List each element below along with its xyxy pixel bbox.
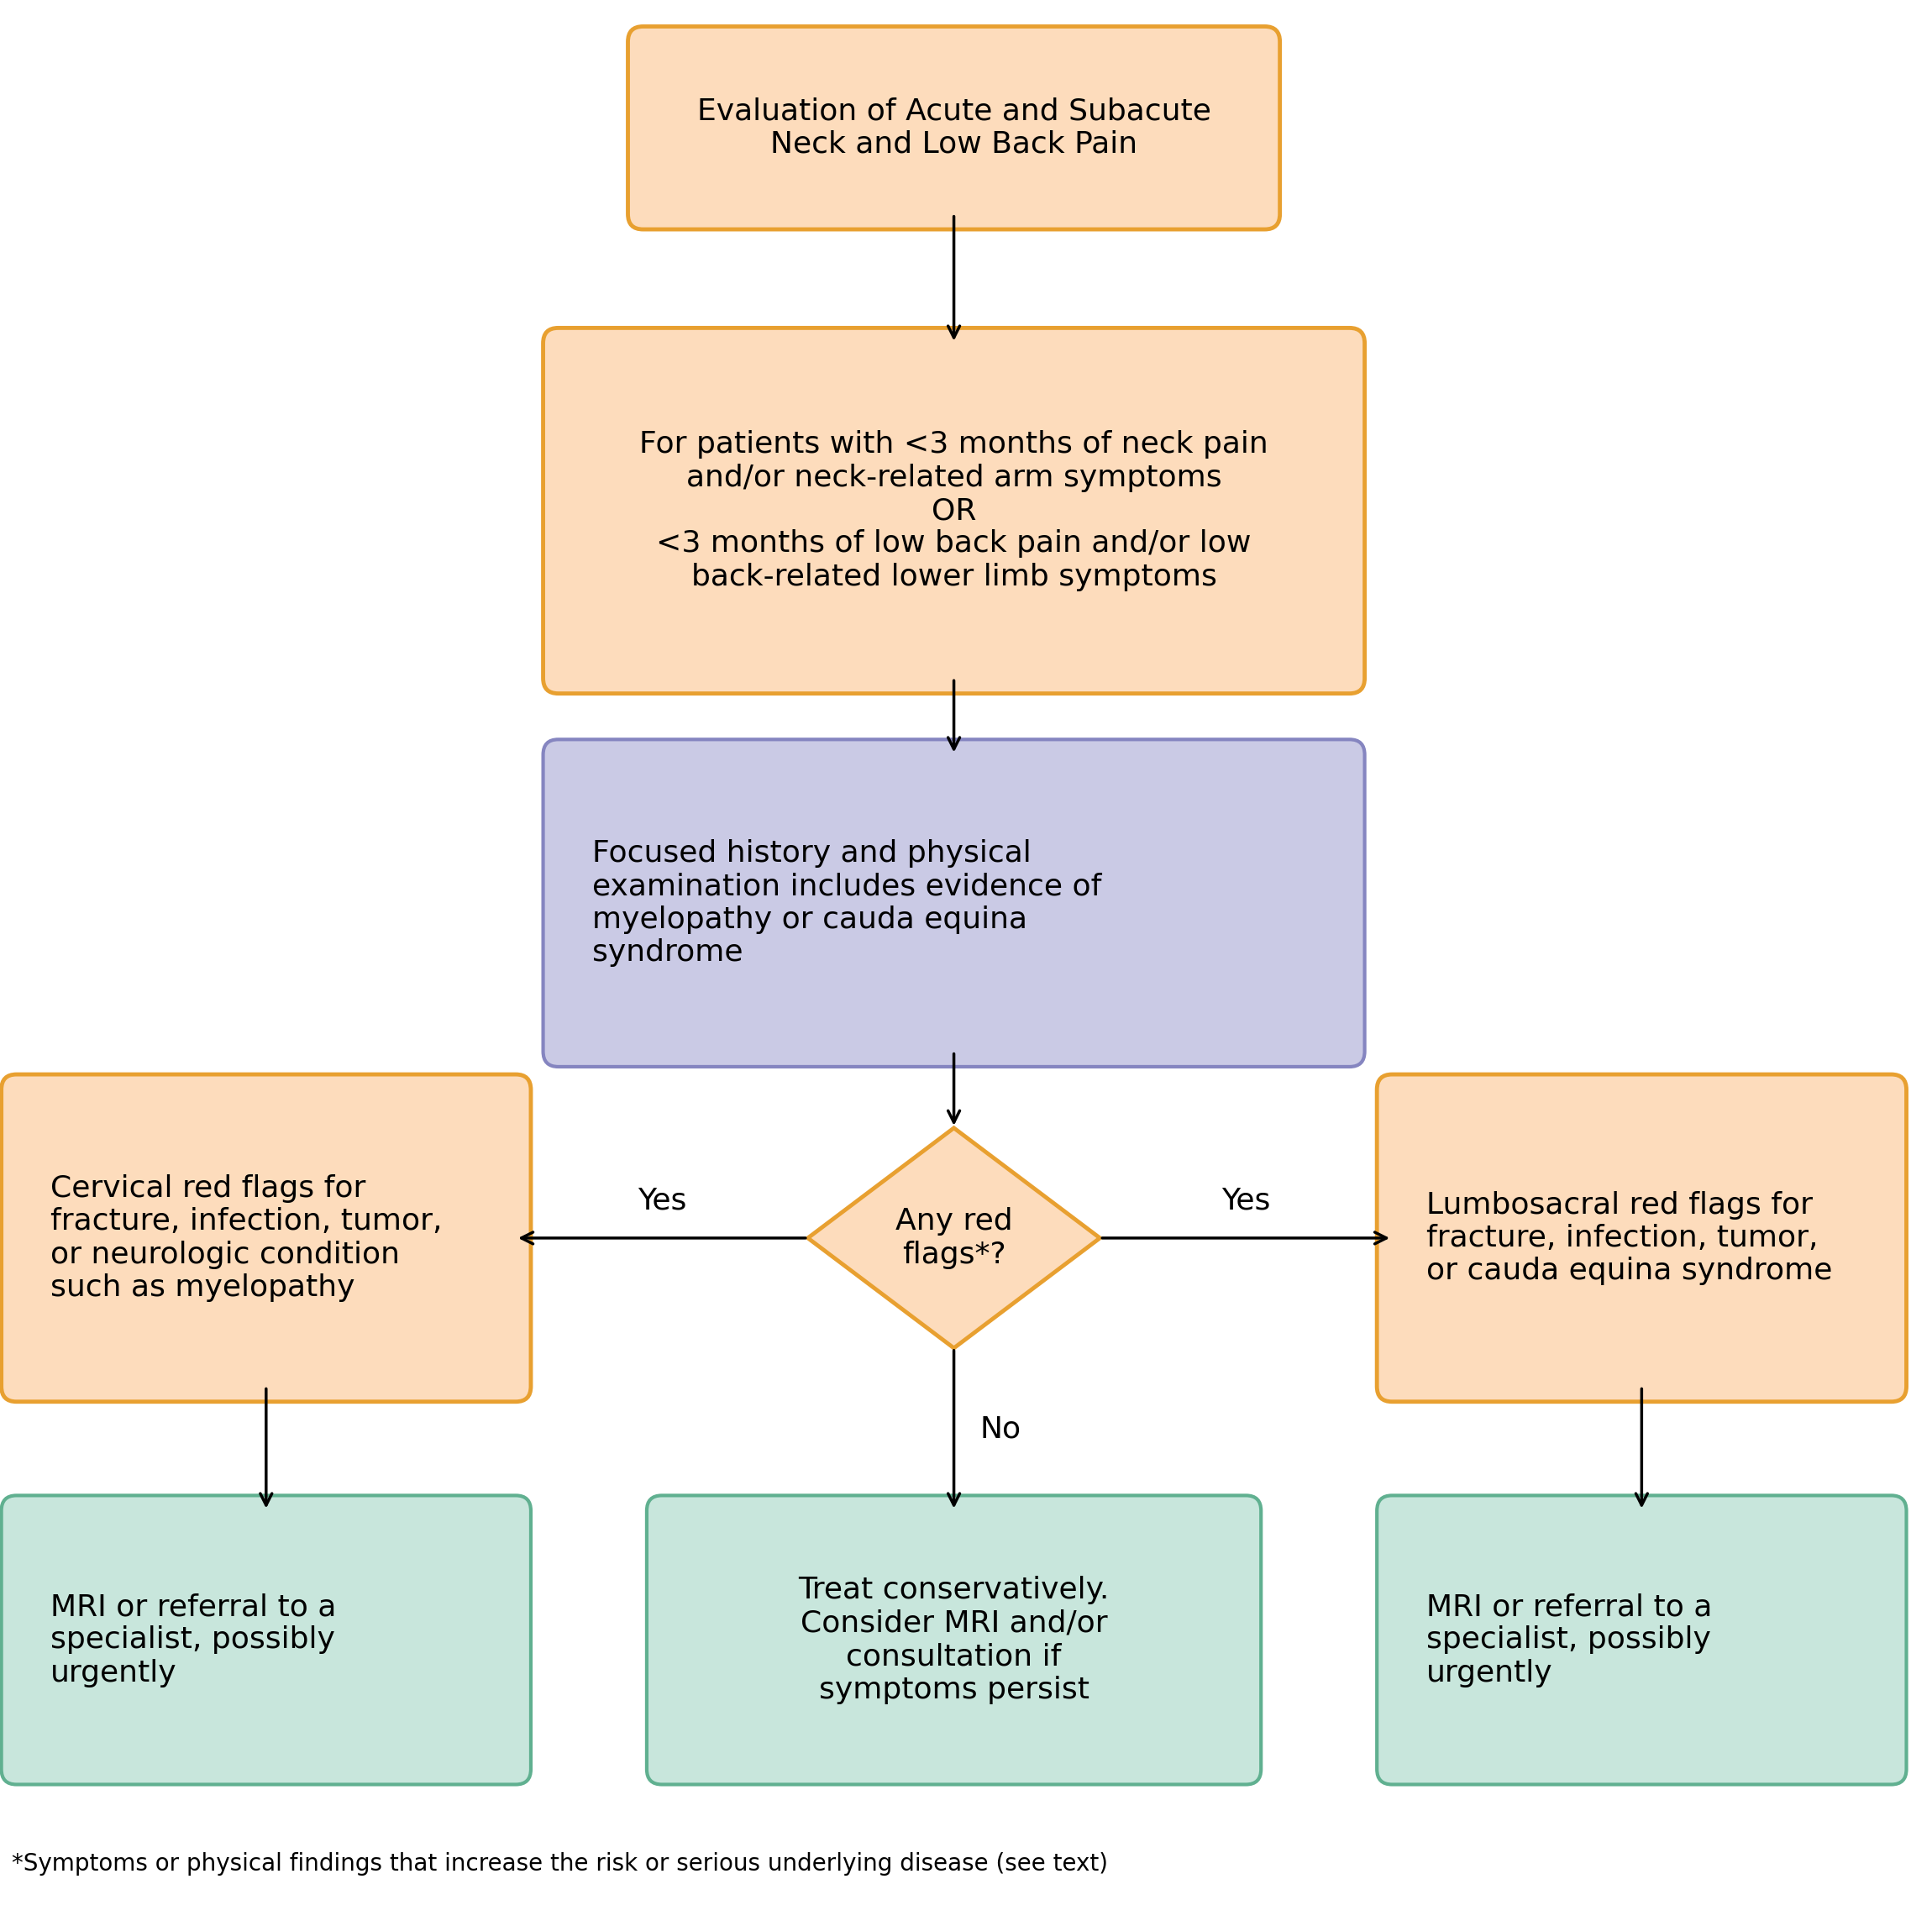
FancyBboxPatch shape: [543, 328, 1364, 693]
Text: MRI or referral to a
specialist, possibly
urgently: MRI or referral to a specialist, possibl…: [50, 1593, 336, 1687]
FancyBboxPatch shape: [647, 1495, 1262, 1785]
FancyBboxPatch shape: [543, 740, 1364, 1066]
Text: Treat conservatively.
Consider MRI and/or
consultation if
symptoms persist: Treat conservatively. Consider MRI and/o…: [798, 1575, 1109, 1704]
Text: For patients with <3 months of neck pain
and/or neck-related arm symptoms
OR
<3 : For patients with <3 months of neck pain…: [639, 430, 1269, 592]
Text: Yes: Yes: [1221, 1187, 1271, 1216]
Text: Lumbosacral red flags for
fracture, infection, tumor,
or cauda equina syndrome: Lumbosacral red flags for fracture, infe…: [1426, 1191, 1832, 1285]
Text: No: No: [980, 1416, 1022, 1445]
FancyBboxPatch shape: [2, 1495, 531, 1785]
Text: Focused history and physical
examination includes evidence of
myelopathy or caud: Focused history and physical examination…: [591, 839, 1101, 966]
Text: Any red
flags*?: Any red flags*?: [895, 1206, 1012, 1270]
Text: Yes: Yes: [638, 1187, 686, 1216]
Text: Evaluation of Acute and Subacute
Neck and Low Back Pain: Evaluation of Acute and Subacute Neck an…: [697, 98, 1211, 159]
Text: *Symptoms or physical findings that increase the risk or serious underlying dise: *Symptoms or physical findings that incr…: [12, 1852, 1107, 1875]
Text: Cervical red flags for
fracture, infection, tumor,
or neurologic condition
such : Cervical red flags for fracture, infecti…: [50, 1174, 442, 1302]
FancyBboxPatch shape: [2, 1074, 531, 1402]
FancyBboxPatch shape: [1378, 1495, 1907, 1785]
FancyBboxPatch shape: [1378, 1074, 1907, 1402]
Polygon shape: [808, 1128, 1099, 1349]
Text: MRI or referral to a
specialist, possibly
urgently: MRI or referral to a specialist, possibl…: [1426, 1593, 1712, 1687]
FancyBboxPatch shape: [628, 27, 1279, 229]
